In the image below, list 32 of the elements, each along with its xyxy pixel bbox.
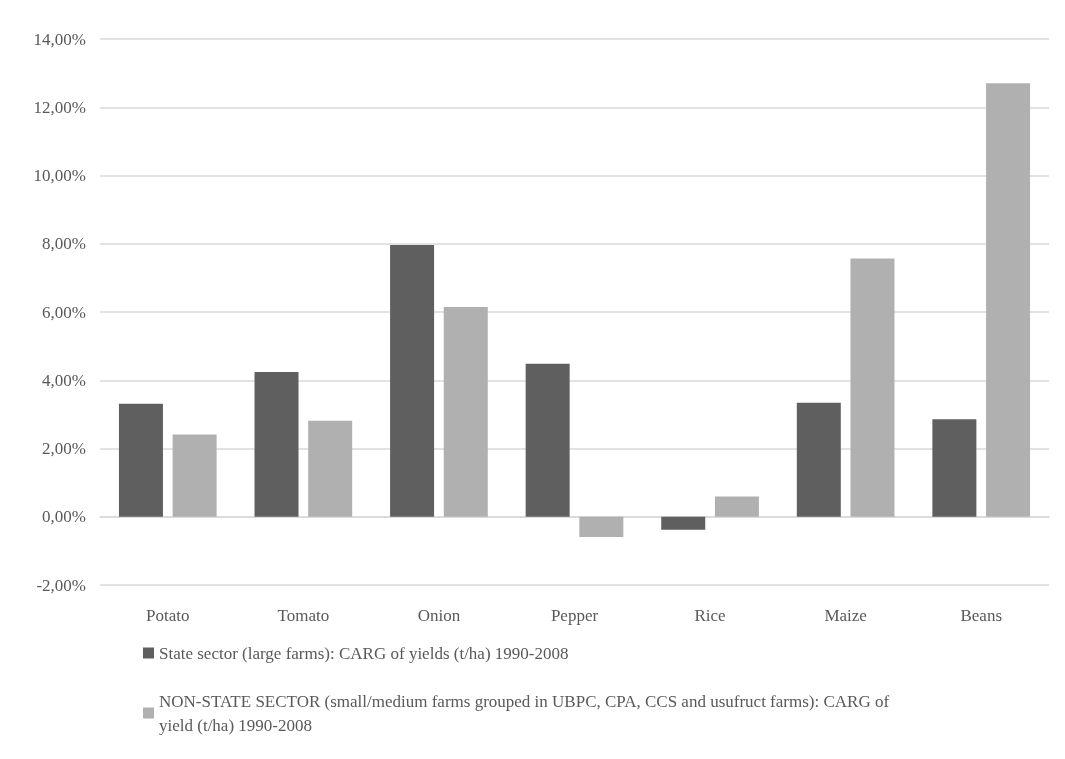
bar: [796, 402, 841, 517]
y-tick-label: 14,00%: [33, 29, 86, 49]
x-tick-label: Beans: [960, 606, 1002, 625]
legend-label: NON-STATE SECTOR (small/medium farms grouped in UBPC, CPA, CCS and usufruct farms): CARG of yield (t/ha) 1990-2008: [159, 691, 894, 735]
x-tick-label: Potato: [146, 606, 190, 625]
bar: [986, 83, 1031, 517]
y-tick-label: 12,00%: [33, 97, 86, 117]
bar: [579, 516, 624, 537]
y-tick-label: 8,00%: [42, 234, 86, 254]
y-tick-label: 0,00%: [42, 507, 86, 527]
bar: [308, 420, 353, 517]
y-tick-label: 2,00%: [42, 439, 86, 458]
legend-label: State sector (large farms): CARG of yields (t/ha) 1990-2008: [159, 643, 569, 663]
y-tick-label: 4,00%: [42, 370, 86, 390]
y-tick-label: 6,00%: [42, 302, 86, 322]
y-tick-label: -2,00%: [36, 575, 86, 595]
bar: [254, 372, 299, 517]
x-tick-label: Onion: [417, 606, 461, 625]
bar: [525, 363, 570, 517]
bar: [118, 403, 163, 517]
x-tick-label: Rice: [694, 606, 726, 625]
bar: [850, 258, 895, 517]
bar: [443, 306, 488, 517]
bar: [172, 434, 217, 517]
y-tick-label: 10,00%: [33, 166, 86, 185]
x-tick-label: Maize: [824, 606, 867, 625]
bar: [661, 516, 706, 530]
bar: [390, 245, 435, 517]
bar: [714, 496, 759, 517]
bar: [932, 419, 977, 517]
x-tick-label: Pepper: [550, 606, 599, 625]
x-tick-label: Tomato: [277, 606, 330, 625]
